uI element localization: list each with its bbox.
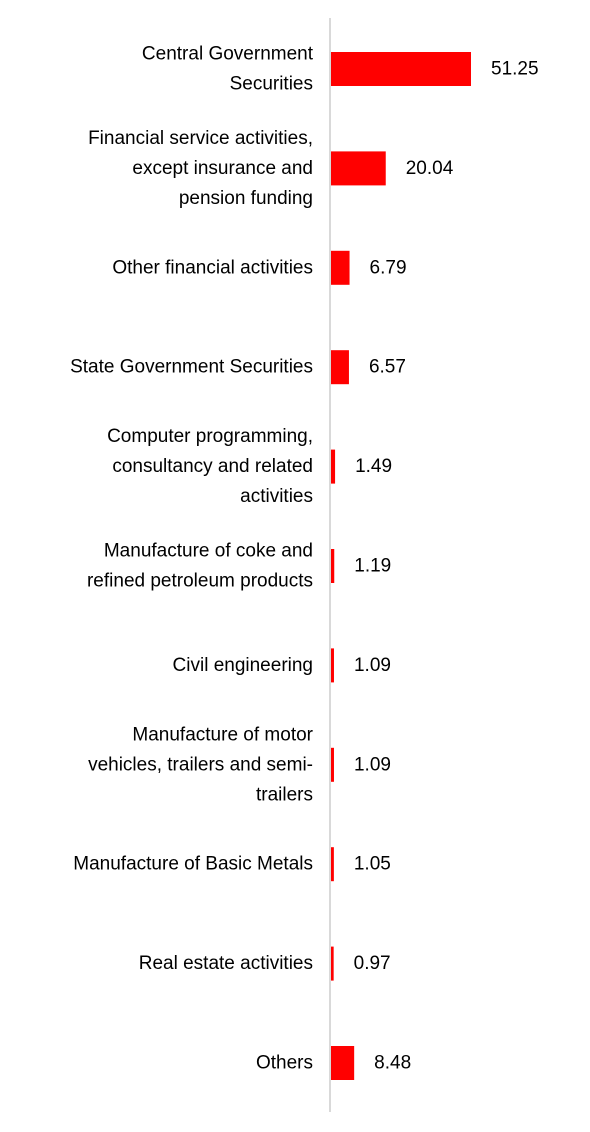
category-label-6: Civil engineering xyxy=(173,655,313,676)
bar-4 xyxy=(331,449,336,484)
category-labels-layer: Central Government Securities Financial se… xyxy=(70,44,314,1074)
category-label-3: State Government Securities xyxy=(70,357,313,378)
value-label-10: 8.48 xyxy=(374,1053,411,1074)
category-label-10: Others xyxy=(256,1053,313,1074)
value-label-6: 1.09 xyxy=(354,655,391,676)
bar-7 xyxy=(331,747,334,782)
bar-3 xyxy=(331,350,349,385)
value-label-4: 1.49 xyxy=(355,456,392,477)
value-label-1: 20.04 xyxy=(406,158,454,179)
bar-6 xyxy=(331,648,334,683)
value-label-7: 1.09 xyxy=(354,754,391,775)
category-label-5: Manufacture of coke and refined petroleum… xyxy=(87,541,313,592)
bar-9 xyxy=(331,946,334,981)
value-label-2: 6.79 xyxy=(370,257,407,278)
value-label-3: 6.57 xyxy=(369,357,406,378)
bars-layer xyxy=(331,52,471,1080)
bar-0 xyxy=(331,52,471,86)
bar-10 xyxy=(331,1046,355,1080)
value-label-5: 1.19 xyxy=(354,556,391,577)
value-label-8: 1.05 xyxy=(354,854,391,875)
bar-5 xyxy=(331,549,335,583)
category-label-1: Financial service activities, except insu… xyxy=(88,128,313,209)
value-label-9: 0.97 xyxy=(354,953,391,974)
value-labels-layer: 51.25 20.04 6.79 6.57 1.49 1.19 1.09 1.09 1.05 0.… xyxy=(354,59,539,1074)
category-label-7: Manufacture of motor vehicles, trailers a… xyxy=(88,724,314,805)
bar-1 xyxy=(331,151,386,186)
category-label-4: Computer programming, consultancy and rel… xyxy=(107,426,313,507)
category-label-9: Real estate activities xyxy=(139,953,313,974)
category-label-0: Central Government Securities xyxy=(142,44,314,95)
category-label-2: Other financial activities xyxy=(112,257,313,278)
value-label-0: 51.25 xyxy=(491,59,539,80)
category-label-8: Manufacture of Basic Metals xyxy=(73,854,313,875)
bar-2 xyxy=(331,250,350,285)
bar-8 xyxy=(331,847,334,882)
